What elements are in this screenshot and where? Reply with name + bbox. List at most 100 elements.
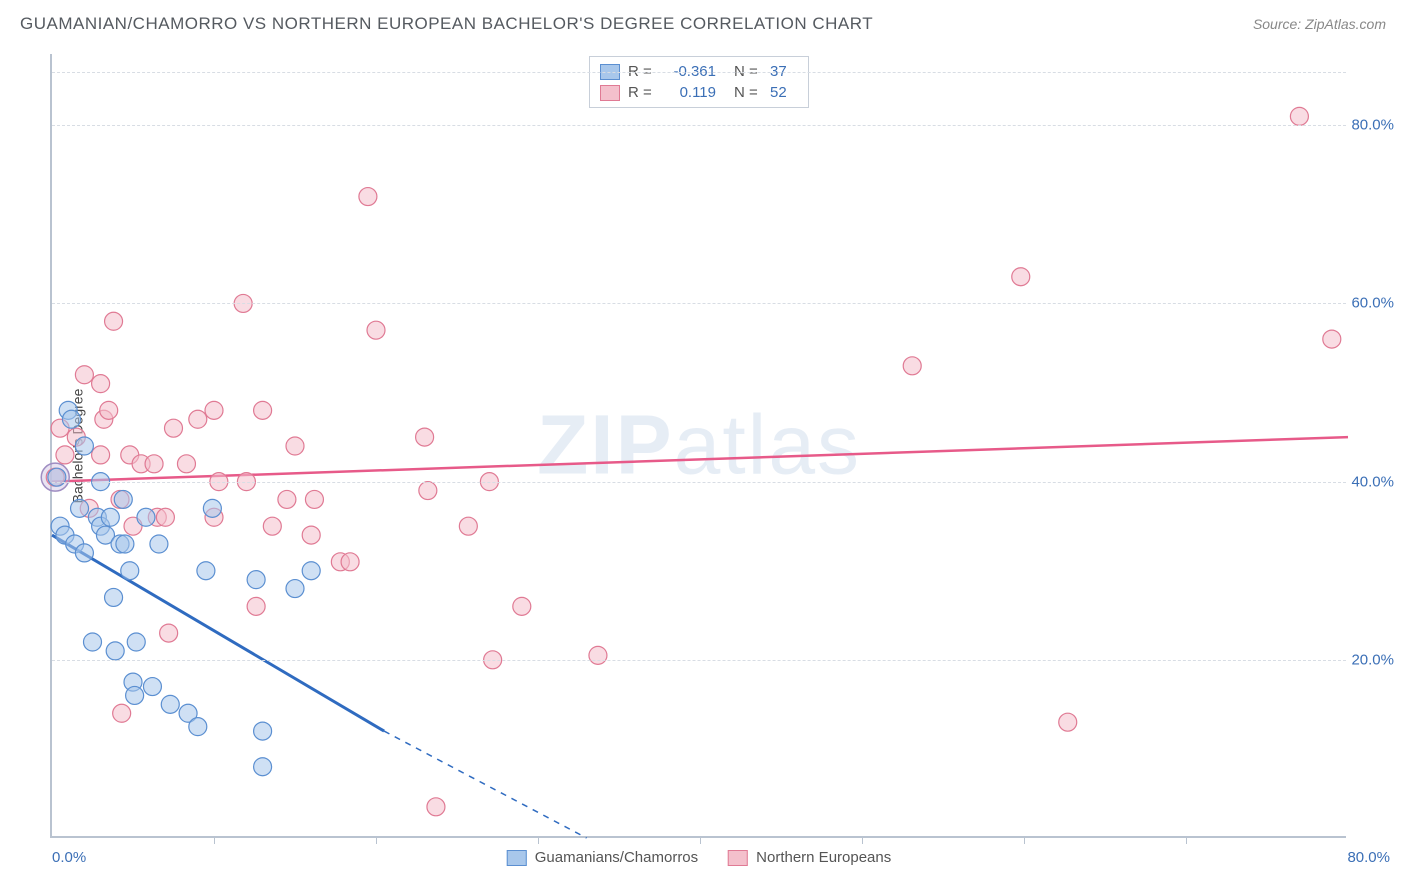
point-guamanian: [127, 633, 145, 651]
y-tick-label: 20.0%: [1351, 651, 1394, 668]
point-guamanian: [105, 588, 123, 606]
point-guamanian: [75, 437, 93, 455]
legend-swatch: [600, 85, 620, 101]
point-northern-european: [305, 490, 323, 508]
point-guamanian: [254, 758, 272, 776]
x-tick: [1186, 836, 1187, 844]
point-northern-european: [156, 508, 174, 526]
legend-swatch: [507, 850, 527, 866]
legend-label: Northern Europeans: [756, 849, 891, 866]
legend-bottom: Guamanians/Chamorros Northern Europeans: [507, 849, 892, 866]
point-guamanian: [75, 544, 93, 562]
point-northern-european: [341, 553, 359, 571]
point-guamanian: [62, 410, 80, 428]
point-northern-european: [145, 455, 163, 473]
point-guamanian: [121, 562, 139, 580]
point-northern-european: [92, 375, 110, 393]
point-northern-european: [254, 401, 272, 419]
point-guamanian: [143, 678, 161, 696]
point-guamanian: [150, 535, 168, 553]
point-northern-european: [205, 401, 223, 419]
point-guamanian: [203, 499, 221, 517]
point-northern-european: [367, 321, 385, 339]
x-tick: [214, 836, 215, 844]
point-northern-european: [459, 517, 477, 535]
x-axis-max-label: 80.0%: [1347, 849, 1390, 866]
trendline-guamanian-dashed: [384, 731, 586, 838]
r-label: R =: [628, 84, 656, 101]
point-northern-european: [92, 446, 110, 464]
y-tick-label: 40.0%: [1351, 473, 1394, 490]
gridline: [52, 303, 1346, 304]
point-northern-european: [263, 517, 281, 535]
point-northern-european: [1323, 330, 1341, 348]
y-tick-label: 80.0%: [1351, 117, 1394, 134]
point-northern-european: [286, 437, 304, 455]
point-northern-european: [105, 312, 123, 330]
x-tick: [538, 836, 539, 844]
gridline: [52, 125, 1346, 126]
r-value: 0.119: [664, 84, 716, 101]
point-northern-european: [302, 526, 320, 544]
legend-swatch: [728, 850, 748, 866]
point-northern-european: [113, 704, 131, 722]
point-northern-european: [160, 624, 178, 642]
point-guamanian: [84, 633, 102, 651]
chart-title: GUAMANIAN/CHAMORRO VS NORTHERN EUROPEAN …: [20, 14, 873, 34]
x-tick: [376, 836, 377, 844]
point-guamanian: [48, 468, 66, 486]
scatter-plot-svg: [52, 54, 1348, 838]
point-northern-european: [177, 455, 195, 473]
y-tick-label: 60.0%: [1351, 295, 1394, 312]
plot-area: ZIPatlas R =-0.361N =37R =0.119N =52 0.0…: [50, 54, 1346, 838]
point-guamanian: [161, 695, 179, 713]
point-northern-european: [416, 428, 434, 446]
point-northern-european: [589, 646, 607, 664]
point-guamanian: [197, 562, 215, 580]
point-northern-european: [513, 597, 531, 615]
point-northern-european: [419, 482, 437, 500]
x-tick: [1024, 836, 1025, 844]
point-northern-european: [75, 366, 93, 384]
point-northern-european: [278, 490, 296, 508]
point-northern-european: [165, 419, 183, 437]
n-label: N =: [734, 84, 762, 101]
point-northern-european: [427, 798, 445, 816]
point-guamanian: [126, 686, 144, 704]
point-northern-european: [1012, 268, 1030, 286]
point-guamanian: [114, 490, 132, 508]
chart-header: GUAMANIAN/CHAMORRO VS NORTHERN EUROPEAN …: [0, 0, 1406, 44]
point-guamanian: [286, 580, 304, 598]
x-axis-min-label: 0.0%: [52, 849, 86, 866]
legend-label: Guamanians/Chamorros: [535, 849, 698, 866]
point-guamanian: [106, 642, 124, 660]
chart-container: Bachelor's Degree ZIPatlas R =-0.361N =3…: [50, 54, 1390, 838]
point-northern-european: [247, 597, 265, 615]
legend-stat-row: R = 0.119 N = 52: [600, 82, 798, 103]
point-guamanian: [101, 508, 119, 526]
gridline: [52, 72, 1346, 73]
gridline: [52, 660, 1346, 661]
point-guamanian: [247, 571, 265, 589]
gridline: [52, 482, 1346, 483]
legend-item: Guamanians/Chamorros: [507, 849, 698, 866]
point-northern-european: [189, 410, 207, 428]
point-guamanian: [254, 722, 272, 740]
x-tick: [700, 836, 701, 844]
legend-stats-box: R =-0.361N =37R =0.119N =52: [589, 56, 809, 108]
point-northern-european: [56, 446, 74, 464]
point-guamanian: [71, 499, 89, 517]
point-guamanian: [302, 562, 320, 580]
point-northern-european: [1059, 713, 1077, 731]
point-guamanian: [189, 718, 207, 736]
source-attribution: Source: ZipAtlas.com: [1253, 16, 1386, 32]
x-tick: [862, 836, 863, 844]
point-guamanian: [116, 535, 134, 553]
point-northern-european: [100, 401, 118, 419]
point-northern-european: [903, 357, 921, 375]
n-value: 52: [770, 84, 798, 101]
point-northern-european: [1290, 107, 1308, 125]
point-northern-european: [359, 188, 377, 206]
legend-item: Northern Europeans: [728, 849, 891, 866]
point-guamanian: [137, 508, 155, 526]
